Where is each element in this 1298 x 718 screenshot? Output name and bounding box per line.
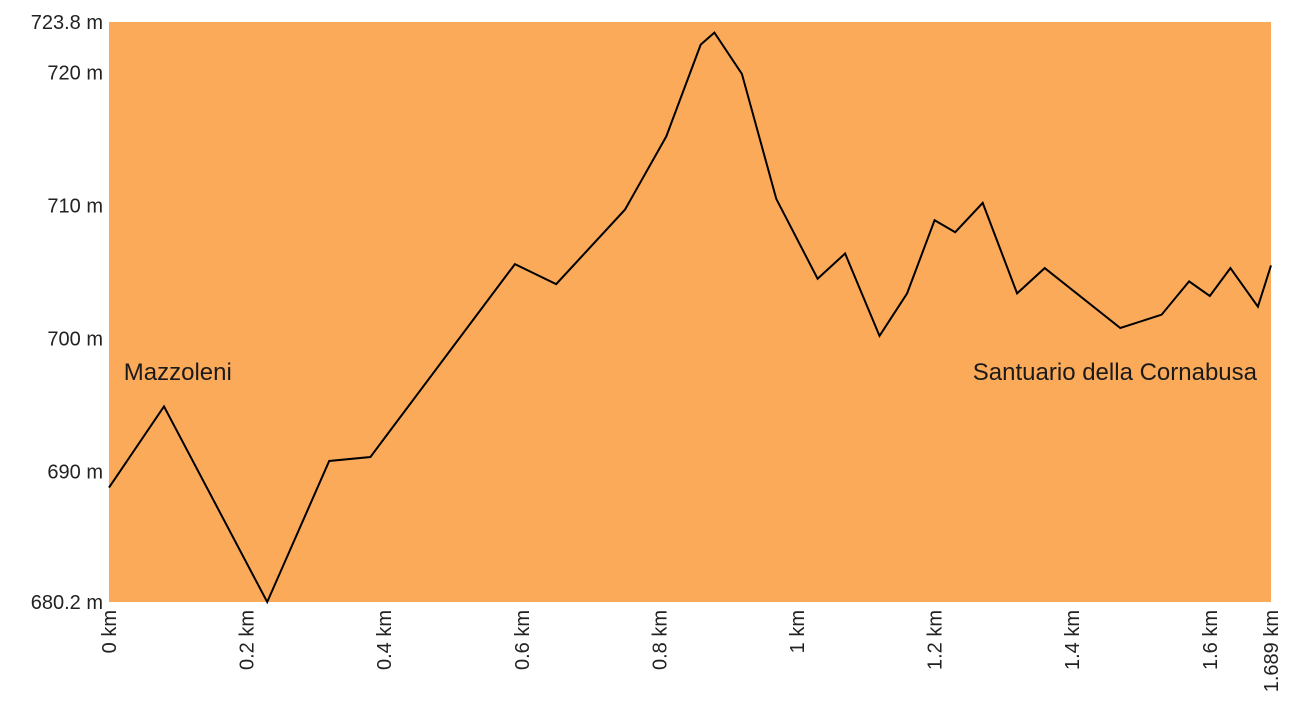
y-tick-label: 700 m	[47, 329, 103, 351]
plot-area	[109, 22, 1271, 602]
x-tick-label: 0.8 km	[649, 610, 671, 670]
x-tick-label: 1.689 km	[1261, 610, 1283, 692]
elevation-line	[108, 31, 1272, 605]
x-tick-label: 1.4 km	[1062, 610, 1084, 670]
x-tick-label: 1.2 km	[925, 610, 947, 670]
x-tick-label: 1 km	[787, 610, 809, 653]
x-tick-label: 0 km	[99, 610, 121, 653]
x-axis-tick-labels: 0 km 0.2 km 0.4 km 0.6 km 0.8 km 1 km 1.2 km 1.…	[99, 610, 1283, 692]
y-tick-label: 690 m	[47, 462, 103, 484]
place-annotations: Mazzoleni Santuario della Cornabusa	[124, 359, 1258, 386]
x-tick-label: 0.6 km	[512, 610, 534, 670]
y-tick-label: 710 m	[47, 196, 103, 218]
x-tick-label: 1.6 km	[1200, 610, 1222, 670]
y-axis-tick-labels: 680.2 m 690 m 700 m 710 m 720 m 723.8 m	[31, 12, 103, 614]
x-tick-label: 0.2 km	[237, 610, 259, 670]
y-tick-label: 720 m	[47, 63, 103, 85]
end-place-label: Santuario della Cornabusa	[973, 359, 1258, 386]
y-tick-label: 723.8 m	[31, 12, 103, 34]
start-place-label: Mazzoleni	[124, 359, 232, 386]
x-tick-label: 0.4 km	[374, 610, 396, 670]
y-tick-label: 680.2 m	[31, 592, 103, 614]
